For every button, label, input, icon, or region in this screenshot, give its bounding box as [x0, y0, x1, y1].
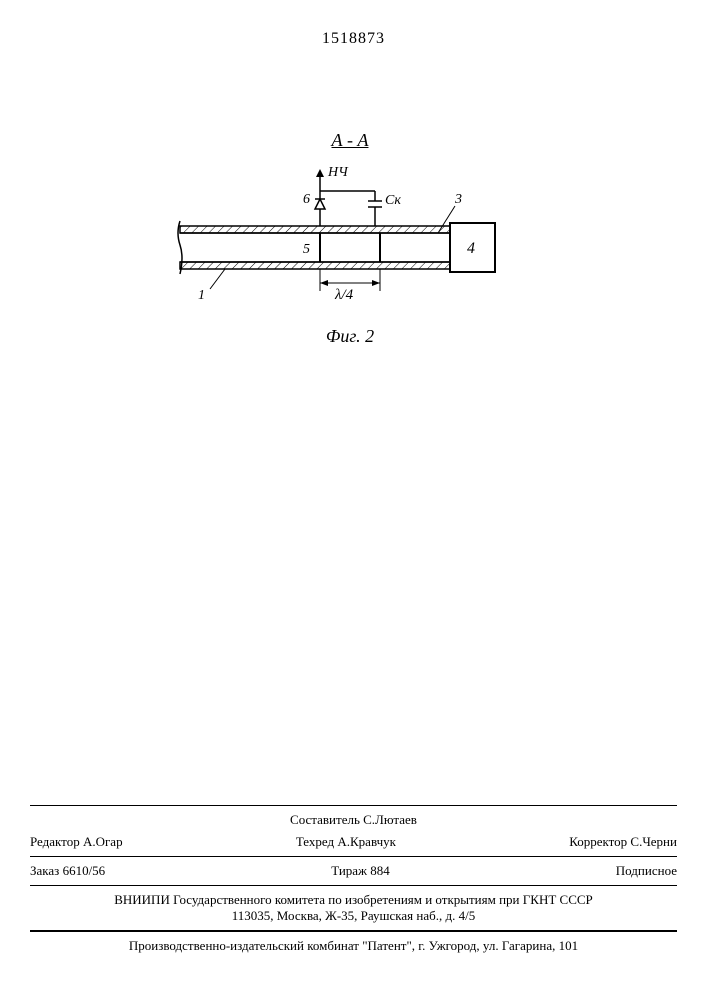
editor-label: Редактор — [30, 834, 80, 849]
corrector-label: Корректор — [569, 834, 627, 849]
order-number: 6610/56 — [63, 863, 106, 878]
label-dimension: λ/4 — [334, 287, 354, 303]
order-label: Заказ — [30, 863, 59, 878]
figure-caption: Фиг. 2 — [160, 326, 540, 347]
corrector-name: С.Черни — [630, 834, 677, 849]
org-line-1: ВНИИПИ Государственного комитета по изоб… — [30, 892, 677, 908]
techred-name: А.Кравчук — [337, 834, 396, 849]
colophon: Составитель С.Лютаев Редактор А.Огар Тех… — [30, 799, 677, 960]
label-5: 5 — [303, 242, 310, 257]
label-ck: Cк — [385, 193, 401, 208]
techred-label: Техред — [296, 834, 334, 849]
label-nch: НЧ — [327, 165, 349, 180]
figure-2: А - А — [160, 130, 540, 330]
org-line-2: 113035, Москва, Ж-35, Раушская наб., д. … — [30, 908, 677, 924]
tirage-label: Тираж — [331, 863, 367, 878]
label-4: 4 — [467, 240, 475, 257]
waveguide-diagram: НЧ Cк 6 5 4 3 1 λ/4 — [170, 161, 530, 321]
diode-icon — [315, 199, 325, 209]
top-wall — [180, 226, 450, 233]
compiler-label: Составитель — [290, 812, 360, 827]
tirage-number: 884 — [370, 863, 390, 878]
label-3: 3 — [454, 192, 462, 207]
subscription: Подписное — [616, 863, 677, 879]
arrow-up-icon — [316, 169, 324, 177]
publisher-line: Производственно-издательский комбинат "П… — [30, 938, 677, 954]
page-number: 1518873 — [322, 30, 385, 48]
label-1: 1 — [198, 288, 205, 303]
compiler-name: С.Лютаев — [363, 812, 417, 827]
editor-name: А.Огар — [83, 834, 123, 849]
bottom-wall — [180, 262, 450, 269]
label-6: 6 — [303, 192, 310, 207]
section-label: А - А — [160, 130, 540, 151]
